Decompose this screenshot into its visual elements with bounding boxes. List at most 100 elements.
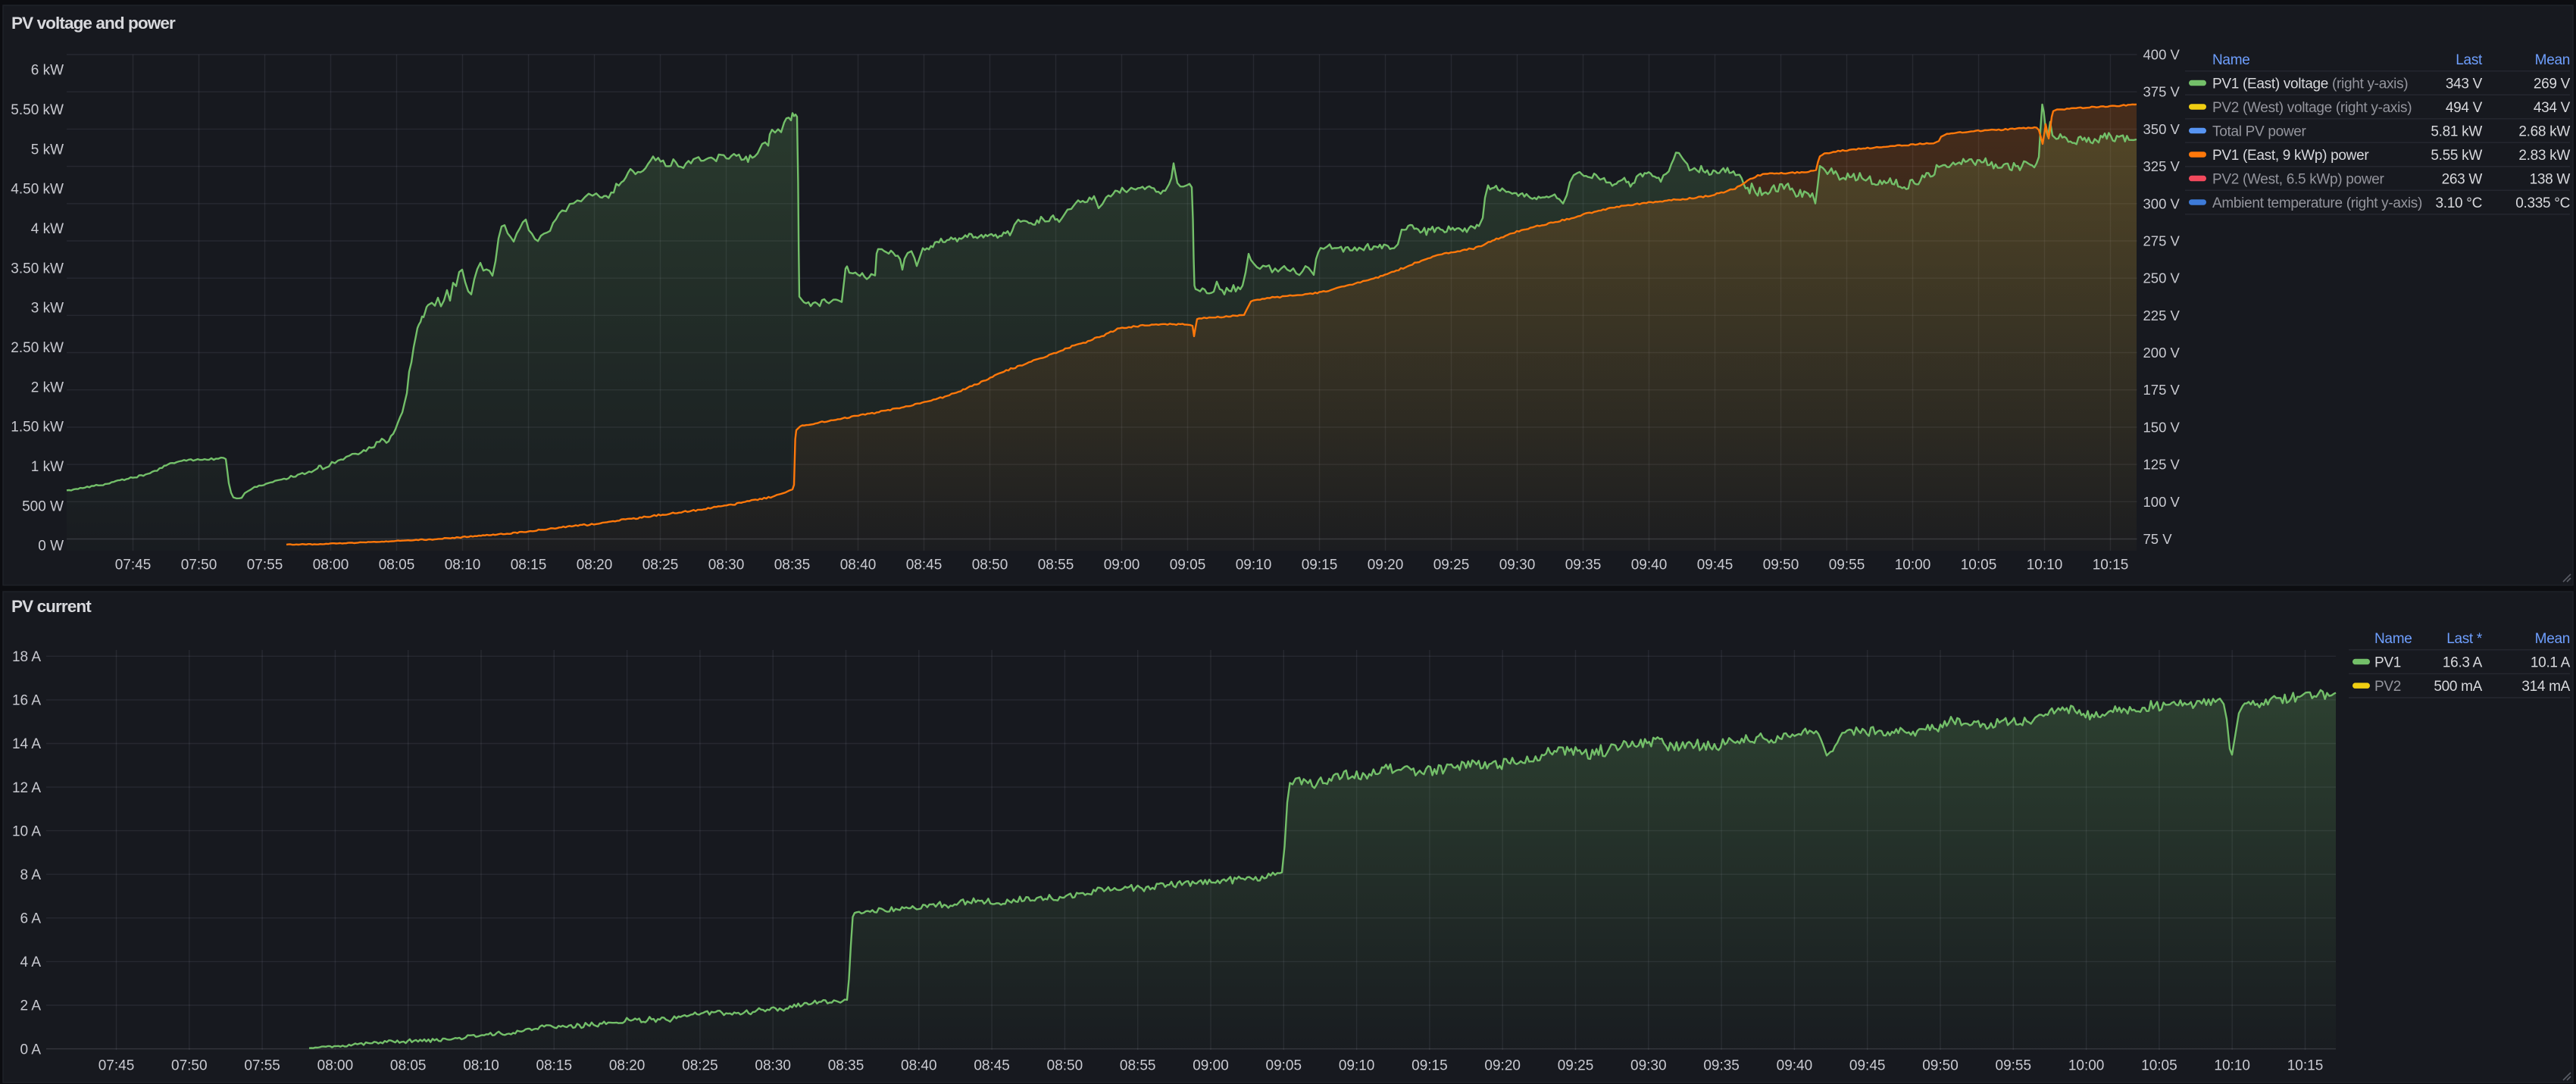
svg-text:08:45: 08:45 xyxy=(974,1058,1010,1074)
svg-text:314 mA: 314 mA xyxy=(2521,679,2570,695)
svg-text:Mean: Mean xyxy=(2535,631,2570,647)
svg-text:07:50: 07:50 xyxy=(181,558,217,573)
svg-text:08:40: 08:40 xyxy=(901,1058,937,1074)
svg-text:225 V: 225 V xyxy=(2143,308,2181,323)
svg-text:325 V: 325 V xyxy=(2143,158,2181,174)
svg-text:08:25: 08:25 xyxy=(682,1058,718,1074)
svg-text:500 mA: 500 mA xyxy=(2434,679,2482,695)
svg-text:12 A: 12 A xyxy=(12,780,41,796)
svg-text:09:05: 09:05 xyxy=(1266,1058,1302,1074)
svg-text:PV2 (West, 6.5 kWp) power: PV2 (West, 6.5 kWp) power xyxy=(2212,172,2385,188)
svg-text:Ambient temperature (right y-a: Ambient temperature (right y-axis) xyxy=(2212,195,2422,211)
svg-text:Total PV power: Total PV power xyxy=(2212,124,2307,140)
svg-text:343 V: 343 V xyxy=(2446,77,2483,92)
svg-text:08:20: 08:20 xyxy=(609,1058,646,1074)
svg-text:PV current: PV current xyxy=(11,597,92,616)
svg-text:Name: Name xyxy=(2212,52,2249,68)
svg-text:10:00: 10:00 xyxy=(2068,1058,2105,1074)
svg-text:10:05: 10:05 xyxy=(1961,558,1997,573)
svg-text:PV1: PV1 xyxy=(2374,655,2401,671)
svg-text:09:55: 09:55 xyxy=(1996,1058,2032,1074)
svg-text:09:50: 09:50 xyxy=(1922,1058,1959,1074)
svg-text:08:00: 08:00 xyxy=(317,1058,354,1074)
svg-text:5 kW: 5 kW xyxy=(31,142,64,158)
svg-text:1 kW: 1 kW xyxy=(31,459,64,475)
svg-text:09:15: 09:15 xyxy=(1302,558,1338,573)
svg-text:09:10: 09:10 xyxy=(1339,1058,1375,1074)
svg-text:09:20: 09:20 xyxy=(1368,558,1404,573)
svg-text:500 W: 500 W xyxy=(22,498,64,514)
svg-text:5.50 kW: 5.50 kW xyxy=(11,102,64,118)
svg-text:PV2 (West) voltage (right y-ax: PV2 (West) voltage (right y-axis) xyxy=(2212,100,2412,116)
svg-text:275 V: 275 V xyxy=(2143,233,2181,249)
svg-text:350 V: 350 V xyxy=(2143,121,2181,137)
svg-text:09:50: 09:50 xyxy=(1763,558,1799,573)
svg-text:09:05: 09:05 xyxy=(1170,558,1206,573)
svg-text:1.50 kW: 1.50 kW xyxy=(11,420,64,436)
svg-text:08:50: 08:50 xyxy=(1047,1058,1083,1074)
svg-text:10:05: 10:05 xyxy=(2141,1058,2177,1074)
svg-text:08:15: 08:15 xyxy=(536,1058,573,1074)
svg-text:09:20: 09:20 xyxy=(1484,1058,1521,1074)
svg-text:09:45: 09:45 xyxy=(1697,558,1733,573)
svg-text:0 A: 0 A xyxy=(20,1042,42,1057)
svg-text:08:30: 08:30 xyxy=(708,558,745,573)
svg-text:0 W: 0 W xyxy=(38,539,64,554)
svg-text:07:55: 07:55 xyxy=(247,558,283,573)
svg-text:75 V: 75 V xyxy=(2143,531,2173,547)
svg-text:3.10 °C: 3.10 °C xyxy=(2436,195,2482,211)
svg-text:8 A: 8 A xyxy=(20,867,42,883)
svg-text:10.1 A: 10.1 A xyxy=(2531,655,2571,671)
svg-text:494 V: 494 V xyxy=(2446,100,2483,116)
svg-text:3.50 kW: 3.50 kW xyxy=(11,261,64,276)
svg-text:PV1 (East, 9 kWp) power: PV1 (East, 9 kWp) power xyxy=(2212,148,2369,164)
svg-text:0.335 °C: 0.335 °C xyxy=(2515,195,2570,211)
svg-text:434 V: 434 V xyxy=(2534,100,2571,116)
svg-text:09:00: 09:00 xyxy=(1104,558,1140,573)
svg-text:09:55: 09:55 xyxy=(1829,558,1865,573)
svg-text:08:15: 08:15 xyxy=(511,558,547,573)
svg-text:2.50 kW: 2.50 kW xyxy=(11,340,64,356)
svg-text:150 V: 150 V xyxy=(2143,419,2181,435)
svg-text:Last: Last xyxy=(2456,52,2483,68)
svg-text:2.68 kW: 2.68 kW xyxy=(2518,124,2570,140)
svg-text:2 A: 2 A xyxy=(20,998,42,1014)
svg-text:138 W: 138 W xyxy=(2530,172,2571,188)
svg-text:375 V: 375 V xyxy=(2143,84,2181,100)
svg-text:4.50 kW: 4.50 kW xyxy=(11,182,64,198)
svg-text:5.55 kW: 5.55 kW xyxy=(2431,148,2482,164)
svg-text:3 kW: 3 kW xyxy=(31,301,64,317)
svg-text:Name: Name xyxy=(2374,631,2412,647)
svg-text:400 V: 400 V xyxy=(2143,47,2181,63)
svg-text:175 V: 175 V xyxy=(2143,382,2181,398)
svg-text:07:50: 07:50 xyxy=(171,1058,208,1074)
svg-text:6 kW: 6 kW xyxy=(31,63,64,79)
svg-text:10:15: 10:15 xyxy=(2093,558,2129,573)
svg-text:08:30: 08:30 xyxy=(755,1058,791,1074)
svg-text:Last *: Last * xyxy=(2446,631,2483,647)
svg-text:263 W: 263 W xyxy=(2442,172,2483,188)
svg-text:125 V: 125 V xyxy=(2143,457,2181,473)
svg-text:200 V: 200 V xyxy=(2143,345,2181,361)
svg-text:10:15: 10:15 xyxy=(2287,1058,2324,1074)
svg-text:09:35: 09:35 xyxy=(1703,1058,1740,1074)
svg-text:08:50: 08:50 xyxy=(972,558,1008,573)
svg-text:09:30: 09:30 xyxy=(1499,558,1536,573)
svg-text:09:40: 09:40 xyxy=(1777,1058,1813,1074)
svg-text:09:25: 09:25 xyxy=(1558,1058,1594,1074)
svg-text:08:05: 08:05 xyxy=(390,1058,427,1074)
svg-text:09:00: 09:00 xyxy=(1193,1058,1229,1074)
svg-text:18 A: 18 A xyxy=(12,649,41,665)
svg-text:08:45: 08:45 xyxy=(906,558,943,573)
svg-text:PV1 (East) voltage (right y-ax: PV1 (East) voltage (right y-axis) xyxy=(2212,77,2408,92)
svg-text:08:00: 08:00 xyxy=(313,558,349,573)
svg-text:300 V: 300 V xyxy=(2143,195,2181,211)
svg-text:PV voltage and power: PV voltage and power xyxy=(11,14,176,33)
svg-text:08:25: 08:25 xyxy=(642,558,679,573)
svg-text:09:40: 09:40 xyxy=(1631,558,1668,573)
svg-text:09:35: 09:35 xyxy=(1565,558,1602,573)
svg-text:08:35: 08:35 xyxy=(774,558,811,573)
svg-text:07:45: 07:45 xyxy=(98,1058,135,1074)
svg-text:08:10: 08:10 xyxy=(445,558,481,573)
svg-text:100 V: 100 V xyxy=(2143,494,2181,510)
